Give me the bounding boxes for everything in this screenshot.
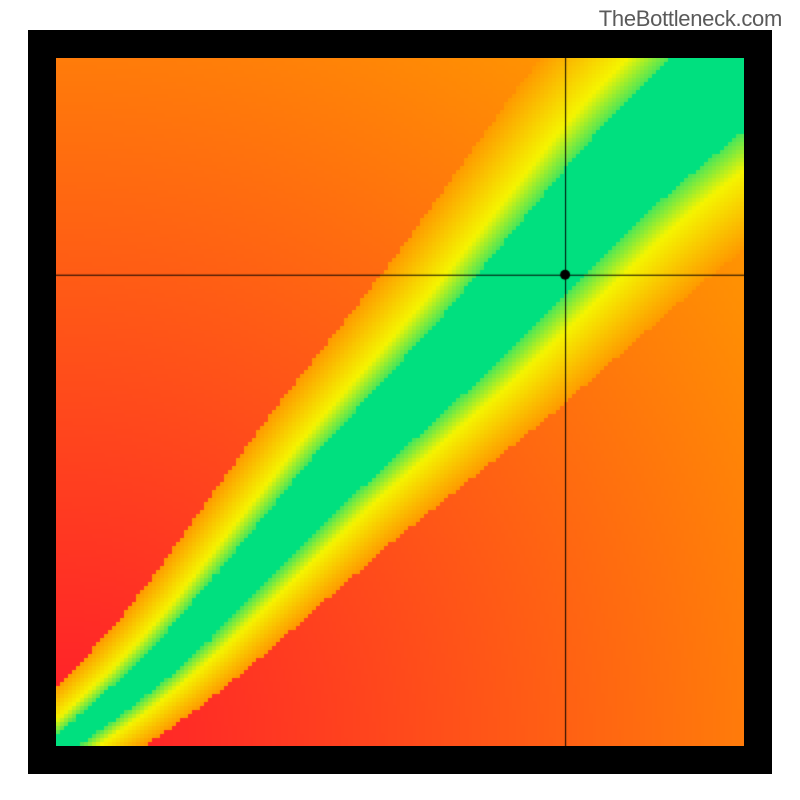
chart-frame <box>28 30 772 774</box>
chart-container: TheBottleneck.com <box>0 0 800 800</box>
heatmap-canvas <box>56 58 744 746</box>
watermark-text: TheBottleneck.com <box>599 6 782 32</box>
